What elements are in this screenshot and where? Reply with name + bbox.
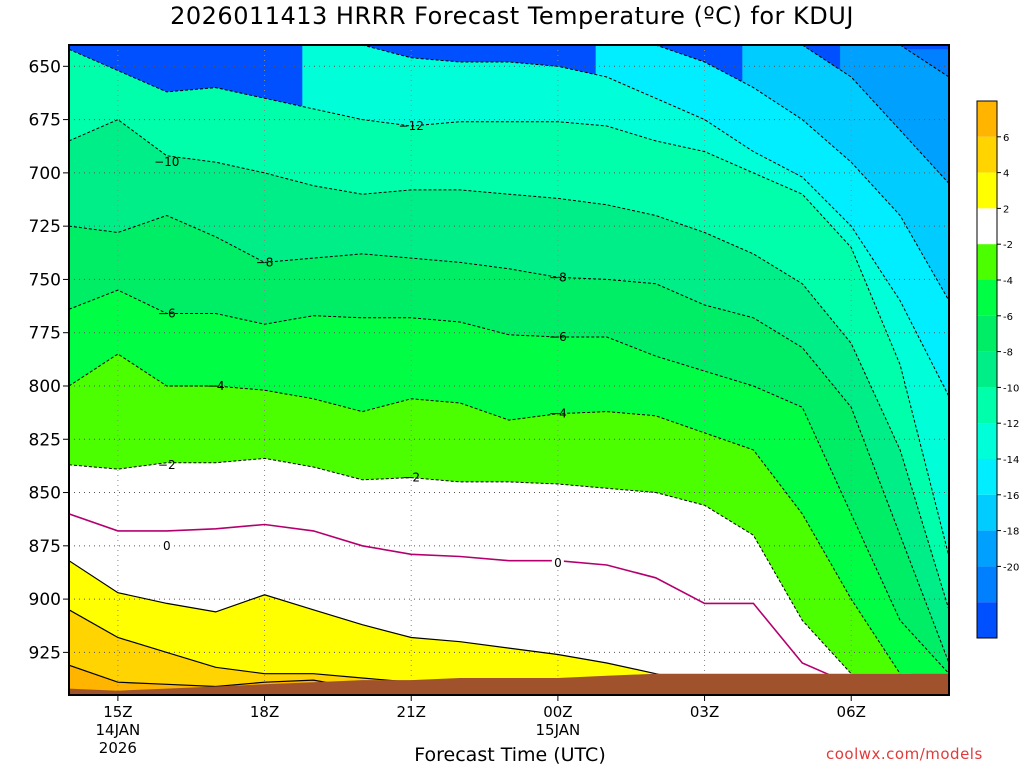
contour-line-solid-2 (69, 560, 705, 685)
contour-line-dashed-14 (362, 45, 949, 397)
x-tick-label-24-1: 15JAN (536, 721, 581, 739)
colorbar-label-6: -8 (1003, 348, 1013, 359)
colorbar-label-4: -4 (1003, 276, 1013, 287)
colorbar-label-9: -14 (1003, 455, 1019, 466)
colorbar-label-3: -2 (1003, 240, 1013, 251)
colorbar-label-7: -10 (1003, 383, 1019, 394)
colorbar-swatch-7 (977, 351, 997, 388)
contour-label-6-0: −6 (158, 307, 176, 321)
plot-frame (68, 44, 950, 696)
credit-link[interactable]: coolwx.com/models (826, 745, 983, 763)
y-tick-label-775: 775 (29, 324, 61, 344)
contour-line-dashed-8 (69, 214, 949, 664)
contour-label-8-0: −8 (256, 255, 274, 269)
x-tick-label-15-2: 2026 (99, 739, 137, 757)
x-axis-label: Forecast Time (UTC) (414, 744, 606, 766)
y-tick-label-875: 875 (29, 537, 61, 557)
colorbar-swatch-4 (977, 244, 997, 280)
contour-line-dashed-6 (69, 289, 949, 675)
colorbar-frame (976, 100, 998, 639)
x-tick-label-21-0: 21Z (397, 703, 426, 721)
colorbar-label-5: -6 (1003, 312, 1013, 323)
y-tick-label-675: 675 (29, 111, 61, 131)
contour-label-bg (160, 538, 173, 553)
colorbar-label-12: -20 (1003, 562, 1019, 573)
contour-label-4-0: −4 (207, 379, 225, 393)
colorbar-swatch-9 (977, 423, 997, 459)
terrain-ground (69, 673, 949, 695)
colorbar-label-11: -18 (1003, 527, 1019, 538)
colorbar-swatch-3 (977, 208, 997, 245)
colorbar-swatch-5 (977, 280, 997, 316)
colorbar-swatch-11 (977, 494, 997, 531)
colorbar-swatch-14 (977, 602, 997, 638)
y-tick-label-800: 800 (29, 377, 61, 397)
colorbar-swatch-6 (977, 315, 997, 352)
colorbar-swatch-2 (977, 172, 997, 209)
chart-title: 2026011413 HRRR Forecast Temperature (ºC… (170, 2, 854, 30)
x-tick-label-30-0: 06Z (837, 703, 866, 721)
y-tick-label-925: 925 (29, 643, 61, 663)
contour-line-dashed-4 (69, 353, 901, 674)
plot-area: 0 0 −2 −2 −4 −4 −6 −6 −8 −8 −10 −12 (69, 45, 949, 695)
y-tick-label-650: 650 (29, 57, 61, 77)
colorbar-swatch-13 (977, 566, 997, 603)
colorbar-label-1: 4 (1003, 169, 1009, 180)
fill-band-warm-2 (69, 560, 705, 695)
contour-label-4-1: −4 (549, 407, 567, 421)
contour-label-bg (551, 555, 564, 570)
colorbar-swatch-12 (977, 530, 997, 567)
contour-line-dashed-16 (655, 45, 949, 301)
y-tick-label-750: 750 (29, 270, 61, 290)
contour-label-2-0: −2 (158, 458, 176, 472)
colorbar-label-2: 2 (1003, 204, 1009, 215)
fill-band-warm-4 (69, 609, 509, 695)
colorbar-label-0: 6 (1003, 133, 1009, 144)
contour-line-dashed-12 (69, 48, 949, 557)
colorbar-swatch-1 (977, 136, 997, 173)
colorbar-swatch-10 (977, 459, 997, 495)
x-tick-label-27-0: 03Z (690, 703, 719, 721)
colorbar-swatch-8 (977, 387, 997, 424)
contour-label-12-0: −12 (399, 119, 424, 133)
y-tick-label-850: 850 (29, 484, 61, 504)
contour-label-10-0: −10 (154, 155, 179, 169)
contour-label-0-1: 0 (554, 556, 562, 570)
contour-label-0-0: 0 (163, 539, 171, 553)
contour-line-dashed-2 (69, 457, 852, 675)
contour-line-dashed-18 (802, 45, 949, 184)
colorbar-label-8: -12 (1003, 419, 1019, 430)
contour-line-zero-0 (69, 513, 852, 686)
colorbar-swatch-0 (977, 101, 997, 137)
y-tick-label-825: 825 (29, 430, 61, 450)
x-tick-label-15-0: 15Z (103, 703, 132, 721)
contour-label-2-1: −2 (402, 471, 420, 485)
colorbar-label-10: -16 (1003, 491, 1019, 502)
x-tick-label-15-1: 14JAN (96, 721, 141, 739)
x-tick-label-24-0: 00Z (543, 703, 572, 721)
y-tick-label-900: 900 (29, 590, 61, 610)
contour-label-8-1: −8 (549, 270, 567, 284)
x-tick-label-18-0: 18Z (250, 703, 279, 721)
contour-label-6-1: −6 (549, 330, 567, 344)
contour-line-dashed-10 (69, 119, 949, 610)
y-tick-label-725: 725 (29, 217, 61, 237)
y-tick-label-700: 700 (29, 164, 61, 184)
